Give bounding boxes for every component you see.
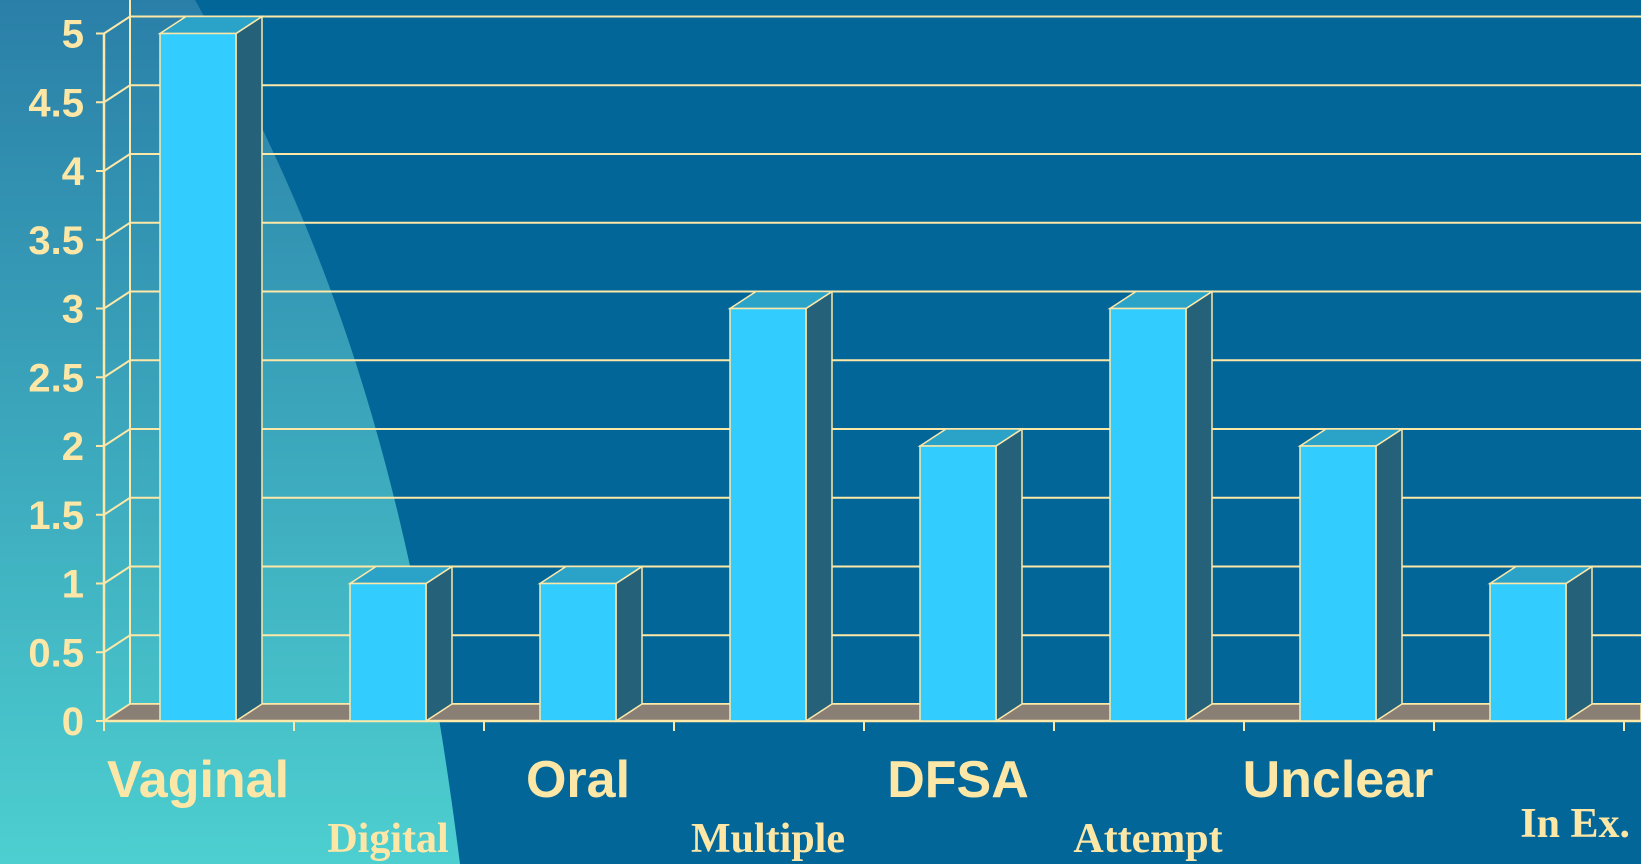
y-axis-tick-labels: 0 0.5 1 1.5 2 2.5 3 3.5 4 4.5 5 <box>28 13 84 745</box>
bars <box>157 15 1595 723</box>
x-category-label: Unclear <box>1243 751 1434 809</box>
x-category-label: Multiple <box>691 816 845 862</box>
bar-front <box>349 582 427 722</box>
bar <box>1107 290 1215 723</box>
bar-side <box>1375 427 1403 723</box>
gridline-side <box>103 290 131 310</box>
chart-floor <box>101 703 1641 722</box>
y-tick-label: 1.5 <box>28 494 84 538</box>
gridline-side <box>103 496 131 516</box>
bar <box>1487 565 1595 723</box>
bar-side <box>995 427 1023 723</box>
gridline-side <box>103 565 131 585</box>
x-category-label: In Ex. <box>1520 801 1630 847</box>
bar-front <box>159 32 237 722</box>
y-tick-label: 3 <box>62 288 84 332</box>
bar-side <box>615 565 643 723</box>
bar-side <box>1565 565 1593 723</box>
y-tick-label: 3.5 <box>28 219 84 263</box>
y-tick-label: 2 <box>62 425 84 469</box>
y-tick-label: 2.5 <box>28 356 84 400</box>
y-tick-label: 1 <box>62 563 84 607</box>
bar-front <box>1109 307 1187 722</box>
gridline-side <box>103 634 131 654</box>
bar <box>727 290 835 723</box>
bar-front <box>539 582 617 722</box>
gridline-side <box>103 221 131 241</box>
bar-front <box>1489 582 1567 722</box>
gridline-side <box>103 359 131 379</box>
bar-side <box>1185 290 1213 723</box>
gridline-side <box>103 153 131 172</box>
gridline-side <box>103 84 131 104</box>
y-tick-label: 0.5 <box>28 631 84 675</box>
bar <box>347 565 455 723</box>
x-axis-category-labels: Vaginal Digital Oral Multiple DFSA Attempt Unc… <box>107 751 1630 862</box>
y-tick-label: 4.5 <box>28 81 84 125</box>
bar <box>537 565 645 723</box>
bar <box>917 427 1025 723</box>
gridline-side <box>103 15 131 35</box>
bar-side <box>805 290 833 723</box>
y-tick-label: 5 <box>62 13 84 57</box>
bar-front <box>919 445 997 722</box>
x-category-label: Vaginal <box>107 751 289 809</box>
y-tick-label: 0 <box>62 700 84 744</box>
x-category-label: Oral <box>526 751 630 809</box>
bar-front <box>729 307 807 722</box>
y-tick-label: 4 <box>62 150 85 194</box>
bar-side <box>425 565 453 723</box>
bar <box>1297 427 1405 723</box>
x-category-label: DFSA <box>887 751 1029 809</box>
gridline-side <box>103 428 131 447</box>
x-category-label: Attempt <box>1073 816 1222 862</box>
bar <box>157 15 265 723</box>
floor-plane <box>101 703 1641 722</box>
bar-front <box>1299 445 1377 722</box>
x-category-label: Digital <box>327 816 448 862</box>
bar-side <box>235 15 263 723</box>
